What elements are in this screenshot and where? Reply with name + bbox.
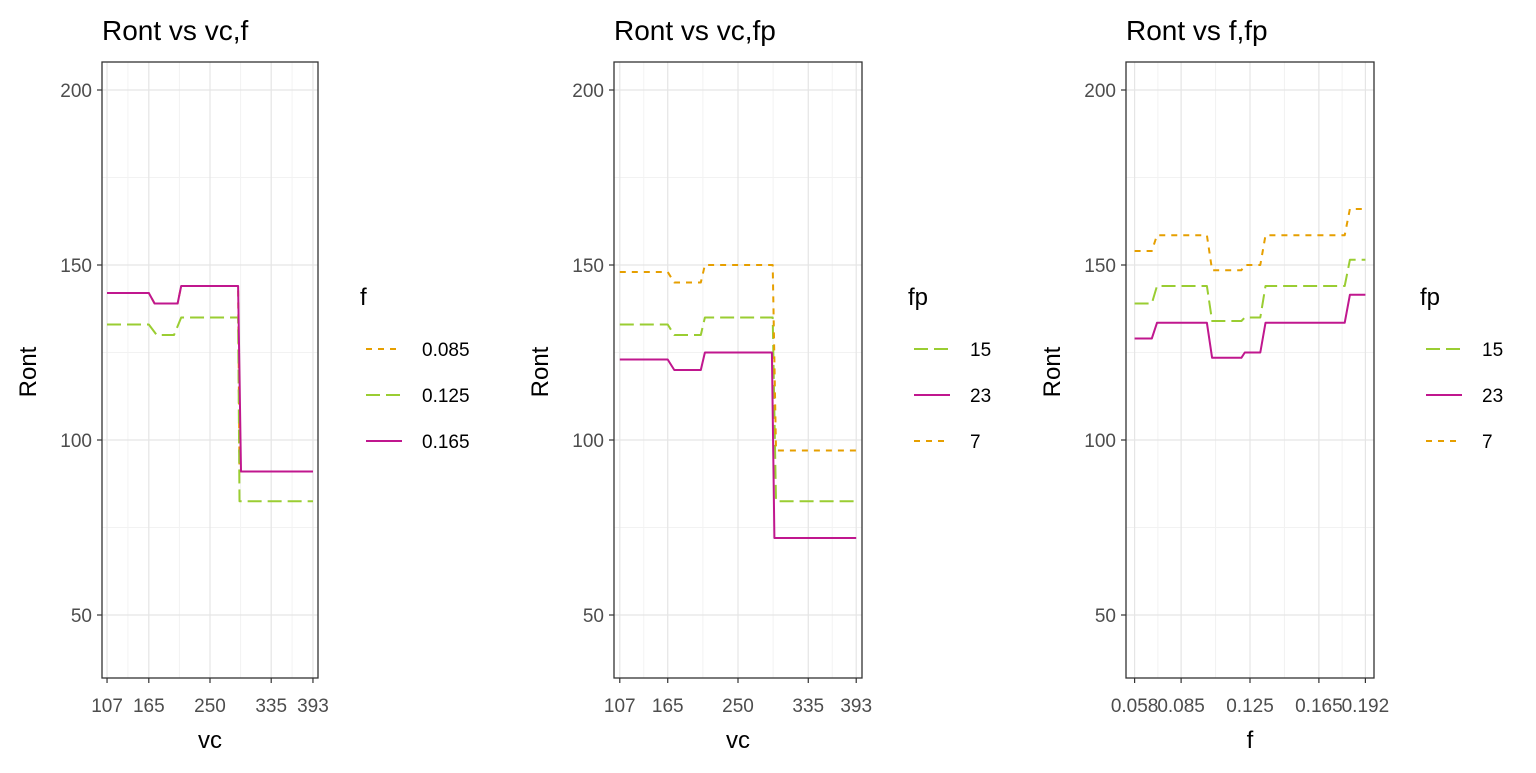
y-tick-label: 50: [583, 606, 604, 627]
x-tick-label: 0.058: [1111, 696, 1159, 717]
x-tick-label: 393: [297, 696, 329, 717]
legend-label: 15: [970, 340, 991, 361]
chart-panel-2: 50 100 150 200 107 165 250 335 393 Ront vs vc,fp v…: [527, 15, 991, 754]
x-axis-title: f: [1247, 727, 1254, 754]
legend-label: 7: [970, 432, 981, 453]
x-tick-label: 165: [652, 696, 684, 717]
chart-title: Ront vs vc,f: [102, 15, 248, 46]
legend: fp 15 23 7: [1420, 284, 1503, 453]
legend-title: fp: [1420, 284, 1440, 311]
x-tick-label: 335: [792, 696, 824, 717]
series-line-7: [619, 264, 857, 452]
legend-label: 23: [1482, 386, 1503, 407]
y-tick-label: 100: [572, 431, 604, 452]
x-tick-label: 393: [840, 696, 872, 717]
legend-label: 0.165: [422, 432, 470, 453]
chart-title: Ront vs f,fp: [1126, 15, 1268, 46]
x-tick-label: 0.125: [1226, 696, 1274, 717]
x-tick-label: 107: [604, 696, 636, 717]
series-line-0_165: [107, 285, 313, 473]
x-tick-label: 0.165: [1295, 696, 1343, 717]
legend-label: 0.085: [422, 340, 470, 361]
x-tick-label: 335: [255, 696, 287, 717]
series-line-15: [1134, 258, 1366, 322]
series-line-0_125: [107, 316, 313, 503]
y-tick-label: 150: [572, 256, 604, 277]
y-tick-label: 200: [60, 81, 92, 102]
series-line-23: [619, 351, 857, 539]
x-tick-label: 0.085: [1157, 696, 1205, 717]
legend-label: 15: [1482, 340, 1503, 361]
x-tick-label: 0.192: [1342, 696, 1390, 717]
legend-label: 7: [1482, 432, 1493, 453]
legend-label: 0.125: [422, 386, 470, 407]
chart-panel-1: 50 100 150 200 107 165 250 335 393 Ront vs vc,f vc…: [15, 15, 470, 754]
x-tick-label: 107: [91, 696, 123, 717]
y-axis-title: Ront: [1039, 346, 1066, 397]
x-axis-title: vc: [726, 727, 750, 754]
series-line-15: [619, 316, 857, 503]
x-tick-label: 250: [194, 696, 226, 717]
y-tick-label: 100: [1084, 431, 1116, 452]
y-tick-label: 50: [1095, 606, 1116, 627]
series-line-23: [1134, 293, 1366, 359]
y-tick-label: 50: [71, 606, 92, 627]
x-tick-label: 250: [722, 696, 754, 717]
y-tick-label: 150: [60, 256, 92, 277]
y-tick-label: 200: [572, 81, 604, 102]
legend: fp 15 23 7: [908, 284, 991, 453]
x-axis-title: vc: [198, 727, 222, 754]
y-tick-label: 200: [1084, 81, 1116, 102]
legend-title: fp: [908, 284, 928, 311]
y-tick-label: 100: [60, 431, 92, 452]
chart-title: Ront vs vc,fp: [614, 15, 776, 46]
legend: f 0.085 0.125 0.165: [360, 284, 470, 453]
x-tick-label: 165: [133, 696, 165, 717]
y-tick-label: 150: [1084, 256, 1116, 277]
y-axis-title: Ront: [15, 346, 42, 397]
legend-title: f: [360, 284, 367, 311]
legend-label: 23: [970, 386, 991, 407]
y-axis-title: Ront: [527, 346, 554, 397]
